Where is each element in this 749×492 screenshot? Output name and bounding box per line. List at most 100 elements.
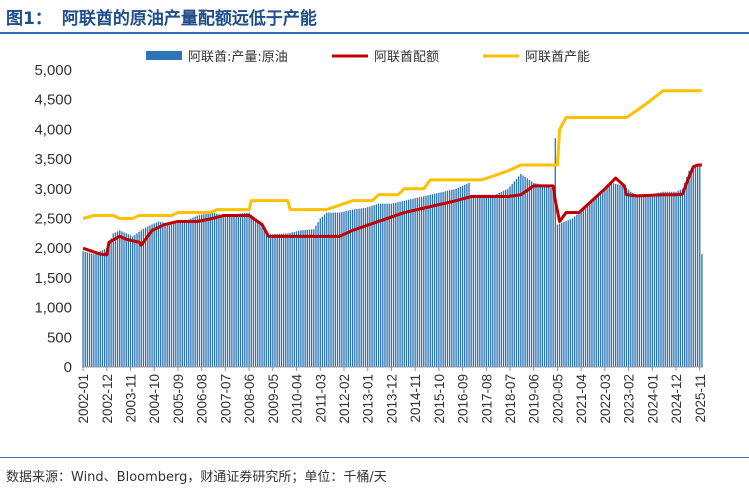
y-tick-label: 2,000 xyxy=(34,240,72,257)
production-bar xyxy=(315,225,317,367)
production-bar xyxy=(446,190,449,367)
production-bar xyxy=(533,182,535,367)
production-bar xyxy=(132,236,134,367)
x-tick-label: 2013-12 xyxy=(384,374,399,424)
production-bar xyxy=(259,222,261,367)
production-bar xyxy=(537,183,539,367)
production-bar xyxy=(582,208,584,367)
x-tick-label: 2017-08 xyxy=(479,374,494,424)
production-bar xyxy=(300,230,302,367)
y-tick-label: 3,500 xyxy=(34,151,72,168)
production-bar xyxy=(119,230,121,367)
production-bar xyxy=(149,225,151,367)
production-bar xyxy=(632,192,634,367)
production-bar xyxy=(699,163,701,367)
production-bar xyxy=(643,194,645,367)
production-bar xyxy=(364,207,367,367)
production-bar xyxy=(175,223,177,367)
production-bar xyxy=(388,203,390,367)
production-bar xyxy=(93,254,95,367)
x-tick-label: 2005-09 xyxy=(171,374,186,424)
production-bar xyxy=(487,194,490,367)
production-bar xyxy=(451,189,453,367)
y-tick-label: 5,000 xyxy=(34,62,72,79)
production-bar xyxy=(291,232,293,367)
production-bar xyxy=(160,221,162,367)
production-bar xyxy=(125,233,127,367)
production-bar xyxy=(664,191,666,367)
production-bar xyxy=(617,184,619,367)
y-axis: 0 500 1,000 1,500 2,000 2,500 3,000 3,500 4,000 4… xyxy=(34,62,72,376)
production-bar xyxy=(489,194,492,367)
production-bar xyxy=(216,213,218,367)
production-bar xyxy=(82,251,84,367)
x-tick-label: 2006-08 xyxy=(195,374,210,424)
production-bar xyxy=(675,191,677,367)
production-bar xyxy=(136,233,138,367)
production-bar xyxy=(349,210,352,367)
production-bar xyxy=(595,196,597,367)
production-bar xyxy=(289,232,291,367)
production-bar xyxy=(539,184,541,367)
y-tick-label: 3,000 xyxy=(34,181,72,198)
production-bar xyxy=(472,194,475,367)
production-bar xyxy=(492,194,494,367)
production-bar xyxy=(610,182,613,367)
production-bar xyxy=(201,214,203,367)
production-bar xyxy=(188,219,190,367)
production-bar xyxy=(485,194,487,367)
legend-label: 阿联酋产能 xyxy=(525,49,590,65)
production-bar xyxy=(332,212,334,367)
top-rule xyxy=(0,32,749,34)
production-bar xyxy=(280,233,283,367)
production-bar xyxy=(351,209,354,367)
production-bar xyxy=(282,233,285,367)
production-bar xyxy=(690,169,692,367)
chart-legend: 阿联酋:产量:原油 阿联酋配额 阿联酋产能 xyxy=(146,49,590,65)
production-bar xyxy=(561,222,563,367)
production-bar xyxy=(541,184,544,367)
production-bar xyxy=(502,190,505,367)
production-bar xyxy=(509,186,511,367)
production-bar xyxy=(261,224,263,367)
production-bar xyxy=(638,194,641,367)
production-bar xyxy=(328,212,330,367)
production-bar xyxy=(369,206,371,367)
production-bar xyxy=(334,212,337,367)
x-tick-label: 2002-12 xyxy=(100,374,115,424)
y-tick-label: 2,500 xyxy=(34,211,72,228)
production-bar xyxy=(252,216,255,367)
production-bar xyxy=(416,197,418,367)
production-bar xyxy=(241,213,244,367)
y-tick-label: 1,500 xyxy=(34,270,72,287)
production-bar xyxy=(425,195,427,367)
production-bar xyxy=(651,194,653,367)
production-bar xyxy=(530,181,533,368)
x-axis: 2002-01 2002-12 2003-11 2004-10 2005-09 2006-… xyxy=(76,366,708,424)
x-tick-label: 2014-11 xyxy=(408,374,423,423)
production-bar xyxy=(304,229,306,367)
production-bar xyxy=(257,220,259,367)
production-bar xyxy=(123,232,125,367)
production-bar xyxy=(192,217,194,367)
production-bar xyxy=(246,212,248,367)
production-bar xyxy=(321,216,324,367)
production-bar xyxy=(190,218,192,367)
production-bar xyxy=(229,214,231,367)
production-bar xyxy=(621,185,623,367)
production-bar xyxy=(226,215,229,367)
production-bar xyxy=(681,188,684,367)
production-bar xyxy=(438,192,440,367)
production-bar xyxy=(515,178,518,367)
x-tick-label: 2012-02 xyxy=(337,374,352,424)
production-bar xyxy=(116,231,119,367)
production-bar xyxy=(574,216,576,367)
production-bar xyxy=(524,176,526,367)
production-bar xyxy=(591,200,593,367)
production-bar xyxy=(571,218,574,367)
production-bar xyxy=(580,210,582,367)
production-bar xyxy=(477,194,479,367)
production-bar xyxy=(237,213,239,367)
production-bar xyxy=(319,218,321,367)
production-bar xyxy=(129,235,132,367)
